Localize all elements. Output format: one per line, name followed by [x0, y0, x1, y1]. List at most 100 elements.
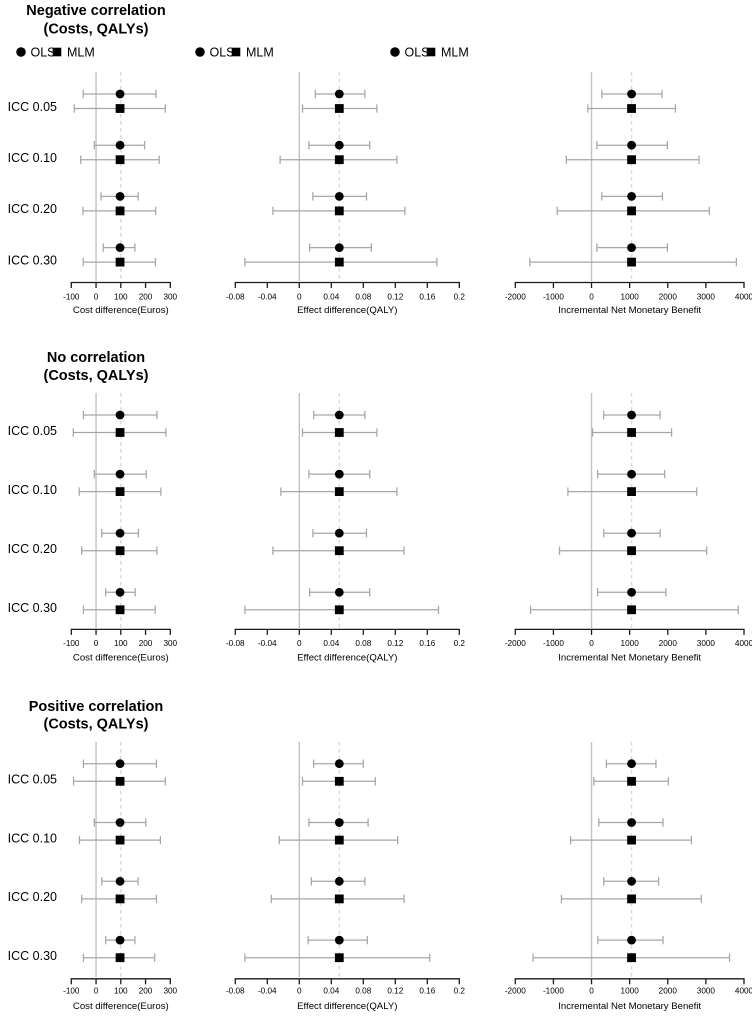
ols-point [627, 140, 636, 150]
mlm-point [115, 835, 125, 845]
icc-group-icc-0.30 [529, 243, 738, 267]
ols-point [115, 243, 125, 253]
x-axis-tick-label: 0.12 [387, 639, 403, 648]
mlm-point [627, 835, 636, 845]
x-axis-label: Incremental Net Monetary Benefit [558, 1001, 701, 1012]
panel-row2-col2: -0.08 -0.04 0 0.04 0.08 0.12 0.16 0.2 Effect dif… [226, 393, 465, 664]
mlm-point [115, 605, 125, 615]
ols-point [627, 528, 636, 538]
x-axis: -2000 -1000 0 1000 2000 3000 4000 [505, 628, 752, 648]
mlm-point [627, 953, 636, 963]
icc-group-icc-0.30 [244, 587, 440, 615]
mlm-point [334, 953, 344, 963]
legend-mlm-square-icon [426, 47, 436, 57]
icc-group-icc-0.10 [567, 469, 698, 496]
mlm-point [334, 605, 344, 615]
x-axis-tick-label: -0.04 [258, 987, 277, 996]
ols-point [334, 818, 344, 827]
ols-point [115, 89, 125, 99]
legend-mlm-square-icon [231, 47, 241, 57]
icc-group-icc-0.30: ICC 0.30 [8, 587, 156, 615]
legend-col-2: OLS MLM [195, 45, 274, 59]
legend-col-1: OLS MLM [16, 45, 95, 59]
x-axis: -0.08 -0.04 0 0.04 0.08 0.12 0.16 0.2 [226, 281, 466, 301]
mlm-point [115, 104, 125, 113]
ols-point [115, 140, 125, 150]
ols-point [334, 587, 344, 597]
legend-mlm-label: MLM [441, 45, 469, 59]
ols-point [627, 935, 636, 945]
x-axis: -100 0 100 200 300 [63, 628, 178, 648]
x-axis-tick-label: 0.2 [454, 292, 466, 301]
icc-group-icc-0.30 [244, 935, 431, 963]
mlm-point [334, 206, 344, 216]
x-axis-tick-label: -1000 [543, 987, 564, 996]
x-axis-tick-label: 200 [139, 292, 153, 301]
icc-group-icc-0.05: ICC 0.05 [8, 410, 167, 438]
x-axis-label: Incremental Net Monetary Benefit [558, 653, 701, 664]
x-axis: -100 0 100 200 300 [63, 978, 178, 996]
icc-label: ICC 0.20 [8, 202, 57, 216]
ols-point [334, 140, 344, 150]
mlm-point [627, 257, 636, 267]
x-axis: -100 0 100 200 300 [63, 281, 178, 301]
x-axis: -2000 -1000 0 1000 2000 3000 4000 [505, 978, 752, 996]
legend-mlm-label: MLM [246, 45, 274, 59]
icc-group-icc-0.20: ICC 0.20 [8, 192, 157, 216]
mlm-point [115, 487, 125, 496]
mlm-point [627, 104, 636, 113]
x-axis-tick-label: 0 [589, 639, 594, 648]
x-axis-tick-label: 0.08 [355, 639, 371, 648]
mlm-point [115, 776, 125, 786]
mlm-point [627, 776, 636, 786]
x-axis-tick-label: 0 [94, 292, 99, 301]
scenario-title-line1: Positive correlation [29, 699, 164, 715]
icc-group-icc-0.05 [301, 759, 376, 786]
panel-row1-col2: -0.08 -0.04 0 0.04 0.08 0.12 0.16 0.2 Effect dif… [226, 72, 465, 316]
legend-ols-circle-icon [390, 47, 400, 57]
icc-label: ICC 0.30 [8, 601, 57, 615]
mlm-point [334, 428, 344, 437]
x-axis-tick-label: 0.12 [387, 292, 403, 301]
mlm-point [627, 428, 636, 437]
ols-point [627, 89, 636, 99]
panel-row2-col3: -2000 -1000 0 1000 2000 3000 4000 Incremental N… [505, 393, 752, 664]
scenario-title-line2: (Costs, QALYs) [43, 717, 148, 733]
ols-point [115, 192, 125, 201]
icc-label: ICC 0.05 [8, 100, 57, 114]
icc-group-icc-0.05: ICC 0.05 [8, 759, 166, 787]
x-axis-label: Incremental Net Monetary Benefit [558, 305, 701, 316]
icc-group-icc-0.20 [558, 528, 708, 556]
mlm-point [115, 428, 125, 437]
legend-mlm-square-icon [52, 47, 62, 57]
panel-row3-col2: -0.08 -0.04 0 0.04 0.08 0.12 0.16 0.2 Effect dif… [226, 742, 465, 1012]
x-axis-tick-label: 200 [139, 987, 153, 996]
icc-group-icc-0.20: ICC 0.20 [8, 528, 158, 556]
icc-group-icc-0.05 [301, 89, 378, 113]
ols-point [627, 410, 636, 420]
panel-row3-col3: -2000 -1000 0 1000 2000 3000 4000 Incremental N… [505, 742, 752, 1012]
mlm-point [334, 155, 344, 165]
mlm-point [627, 605, 636, 615]
x-axis-tick-label: 100 [114, 987, 128, 996]
icc-group-icc-0.10 [280, 469, 398, 496]
mlm-point [115, 953, 125, 963]
panel-row1-col1: ICC 0.05 ICC 0.10 ICC 0.20 ICC 0.30 -100 0 100… [8, 72, 178, 316]
mlm-point [627, 155, 636, 165]
icc-group-icc-0.10 [278, 818, 399, 845]
icc-group-icc-0.05 [592, 410, 673, 437]
x-axis-tick-label: 0.04 [323, 987, 339, 996]
x-axis-tick-label: -1000 [543, 639, 564, 648]
icc-group-icc-0.20: ICC 0.20 [8, 876, 158, 904]
x-axis-tick-label: 0.16 [419, 639, 435, 648]
ols-point [627, 192, 636, 201]
mlm-point [334, 257, 344, 267]
icc-group-icc-0.05: ICC 0.05 [8, 89, 166, 114]
x-axis-tick-label: -2000 [505, 639, 526, 648]
x-axis-tick-label: 2000 [659, 639, 678, 648]
x-axis-tick-label: 0.2 [454, 987, 466, 996]
scenario-title-line2: (Costs, QALYs) [43, 22, 148, 38]
ols-point [115, 410, 125, 420]
x-axis-tick-label: -1000 [543, 292, 564, 301]
x-axis-tick-label: 2000 [659, 292, 678, 301]
